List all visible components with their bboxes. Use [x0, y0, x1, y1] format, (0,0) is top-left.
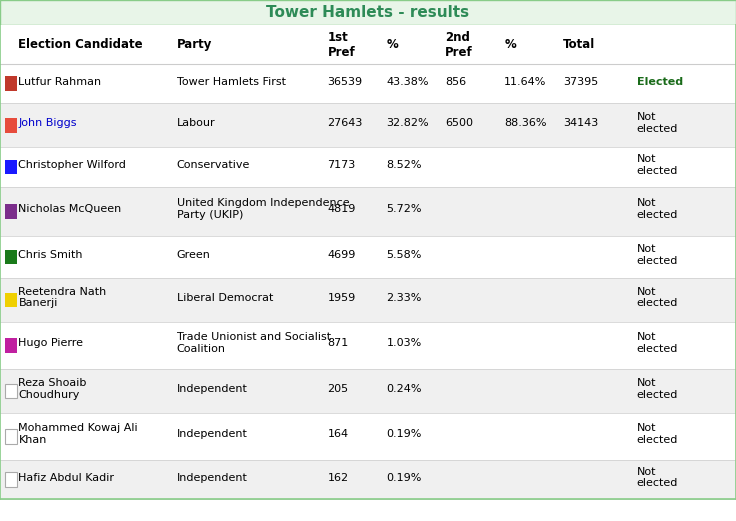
Text: Mohammed Kowaj Ali
Khan: Mohammed Kowaj Ali Khan	[18, 424, 138, 445]
FancyBboxPatch shape	[0, 64, 736, 103]
Text: 37395: 37395	[563, 77, 598, 86]
Text: 2.33%: 2.33%	[386, 293, 422, 303]
Text: Not
elected: Not elected	[637, 154, 678, 176]
Text: %: %	[386, 38, 398, 51]
Text: Tower Hamlets First: Tower Hamlets First	[177, 77, 286, 86]
Text: Reetendra Nath
Banerji: Reetendra Nath Banerji	[18, 287, 107, 308]
Text: Conservative: Conservative	[177, 160, 250, 170]
FancyBboxPatch shape	[5, 76, 17, 91]
Text: 34143: 34143	[563, 118, 598, 128]
Text: Independent: Independent	[177, 384, 247, 394]
Text: 27643: 27643	[328, 118, 363, 128]
FancyBboxPatch shape	[0, 413, 736, 460]
Text: Chris Smith: Chris Smith	[18, 250, 83, 260]
Text: Nicholas McQueen: Nicholas McQueen	[18, 204, 121, 214]
Text: Not
elected: Not elected	[637, 244, 678, 266]
FancyBboxPatch shape	[0, 322, 736, 369]
Text: Hugo Pierre: Hugo Pierre	[18, 338, 83, 348]
Text: 5.72%: 5.72%	[386, 204, 422, 214]
Text: 0.19%: 0.19%	[386, 473, 422, 482]
Text: Independent: Independent	[177, 429, 247, 439]
Text: Not
elected: Not elected	[637, 467, 678, 488]
FancyBboxPatch shape	[0, 278, 736, 322]
Text: Not
elected: Not elected	[637, 378, 678, 400]
Text: Christopher Wilford: Christopher Wilford	[18, 160, 127, 170]
Text: 856: 856	[445, 77, 467, 86]
FancyBboxPatch shape	[5, 250, 17, 264]
FancyBboxPatch shape	[5, 159, 17, 174]
Text: 11.64%: 11.64%	[504, 77, 547, 86]
FancyBboxPatch shape	[0, 147, 736, 187]
FancyBboxPatch shape	[5, 118, 17, 132]
Text: 0.19%: 0.19%	[386, 429, 422, 439]
Text: 162: 162	[328, 473, 349, 482]
Text: Not
elected: Not elected	[637, 113, 678, 134]
Text: 1959: 1959	[328, 293, 355, 303]
Text: 43.38%: 43.38%	[386, 77, 429, 86]
Text: 205: 205	[328, 384, 349, 394]
FancyBboxPatch shape	[5, 429, 17, 444]
FancyBboxPatch shape	[5, 383, 17, 398]
Text: 5.58%: 5.58%	[386, 250, 422, 260]
Text: Lutfur Rahman: Lutfur Rahman	[18, 77, 102, 86]
Text: Elected: Elected	[637, 77, 683, 86]
Text: Not
elected: Not elected	[637, 332, 678, 354]
Text: Liberal Democrat: Liberal Democrat	[177, 293, 273, 303]
FancyBboxPatch shape	[0, 460, 736, 499]
FancyBboxPatch shape	[0, 25, 736, 64]
Text: Reza Shoaib
Choudhury: Reza Shoaib Choudhury	[18, 378, 87, 400]
Text: 164: 164	[328, 429, 349, 439]
FancyBboxPatch shape	[5, 204, 17, 219]
FancyBboxPatch shape	[0, 0, 736, 25]
Text: 871: 871	[328, 338, 349, 348]
Text: 2nd
Pref: 2nd Pref	[445, 31, 473, 58]
Text: 6500: 6500	[445, 118, 473, 128]
FancyBboxPatch shape	[0, 369, 736, 413]
Text: John Biggs: John Biggs	[18, 118, 77, 128]
Text: Party: Party	[177, 38, 212, 51]
Text: Not
elected: Not elected	[637, 424, 678, 445]
Text: Not
elected: Not elected	[637, 198, 678, 219]
FancyBboxPatch shape	[0, 103, 736, 147]
Text: 7173: 7173	[328, 160, 355, 170]
Text: Hafiz Abdul Kadir: Hafiz Abdul Kadir	[18, 473, 114, 482]
FancyBboxPatch shape	[5, 292, 17, 307]
Text: 0.24%: 0.24%	[386, 384, 422, 394]
Text: Labour: Labour	[177, 118, 215, 128]
Text: 1st
Pref: 1st Pref	[328, 31, 355, 58]
Text: United Kingdom Independence
Party (UKIP): United Kingdom Independence Party (UKIP)	[177, 198, 350, 219]
Text: %: %	[504, 38, 516, 51]
Text: 88.36%: 88.36%	[504, 118, 547, 128]
Text: 4699: 4699	[328, 250, 356, 260]
Text: Independent: Independent	[177, 473, 247, 482]
Text: Tower Hamlets - results: Tower Hamlets - results	[266, 5, 470, 20]
Text: Election Candidate: Election Candidate	[18, 38, 143, 51]
FancyBboxPatch shape	[0, 187, 736, 236]
FancyBboxPatch shape	[0, 236, 736, 278]
Text: 1.03%: 1.03%	[386, 338, 422, 348]
Text: 32.82%: 32.82%	[386, 118, 429, 128]
Text: Total: Total	[563, 38, 595, 51]
Text: Not
elected: Not elected	[637, 287, 678, 308]
Text: Green: Green	[177, 250, 210, 260]
FancyBboxPatch shape	[5, 338, 17, 353]
Text: 8.52%: 8.52%	[386, 160, 422, 170]
FancyBboxPatch shape	[5, 472, 17, 487]
Text: Trade Unionist and Socialist
Coalition: Trade Unionist and Socialist Coalition	[177, 332, 330, 354]
Text: 36539: 36539	[328, 77, 363, 86]
Text: 4819: 4819	[328, 204, 356, 214]
